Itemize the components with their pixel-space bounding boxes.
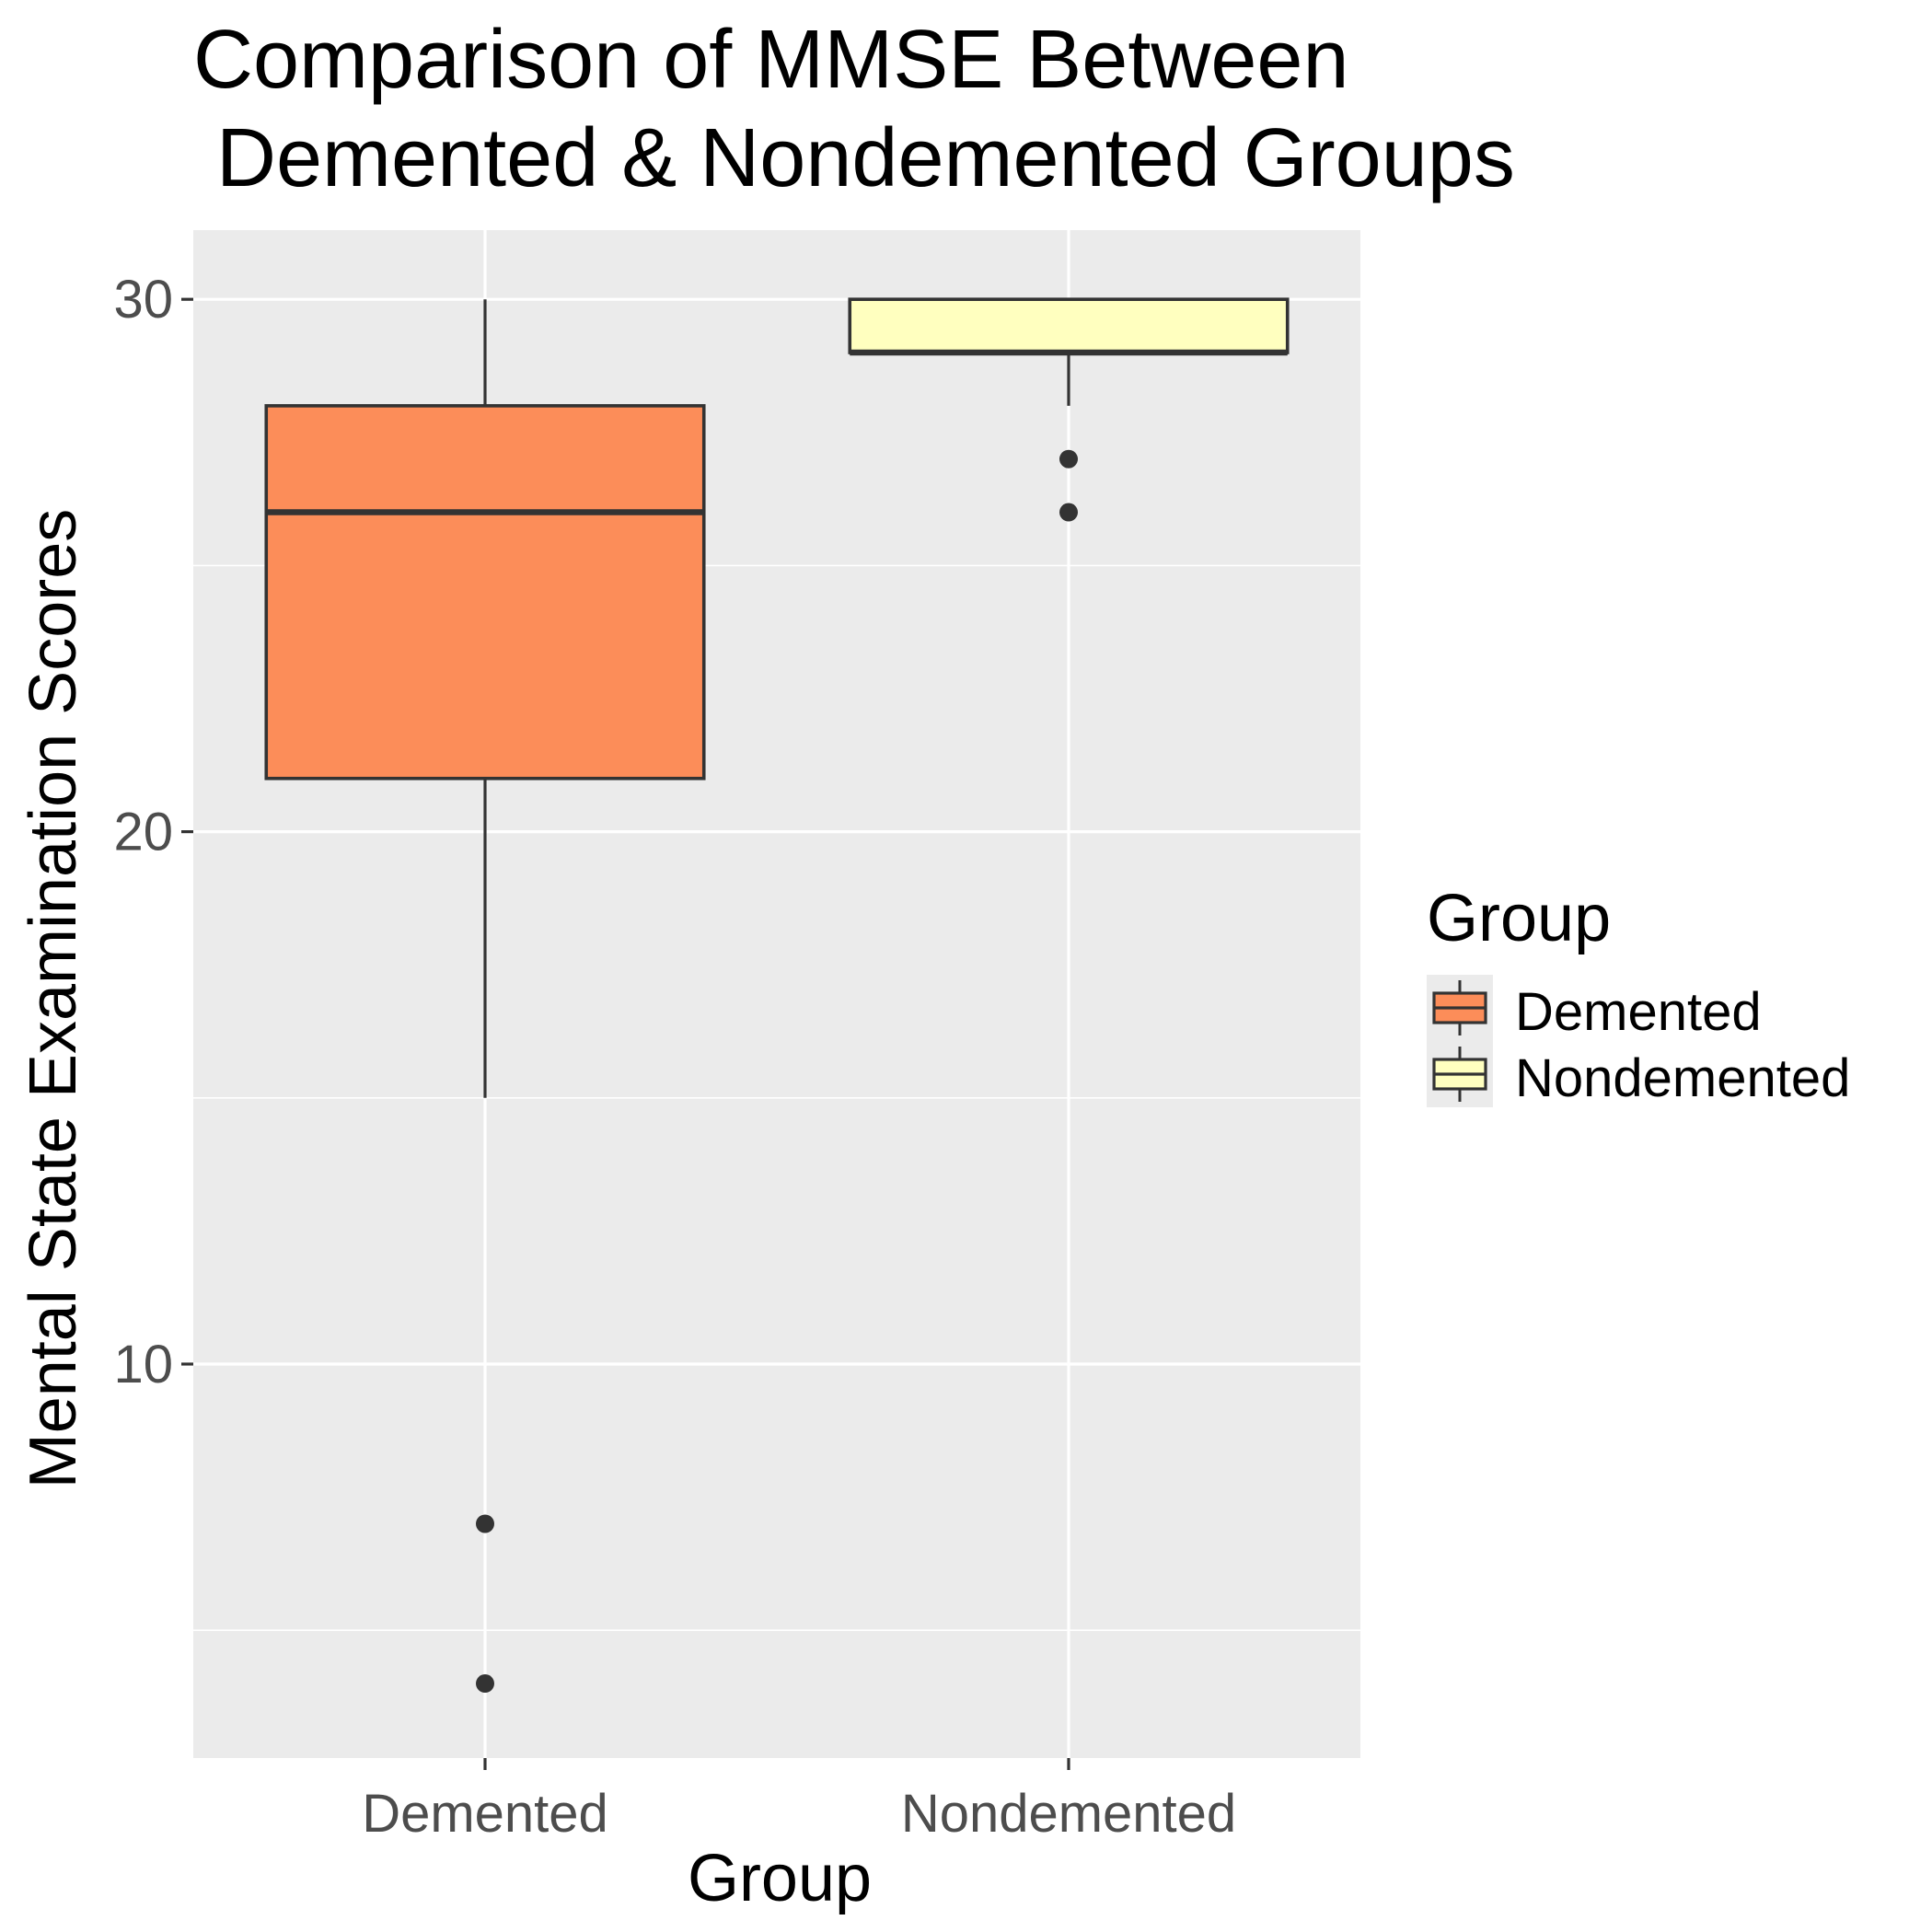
legend-label-nondemented: Nondemented (1515, 1048, 1850, 1108)
legend-label-demented: Demented (1515, 982, 1762, 1042)
y-axis-title: Mental State Examination Scores (17, 509, 90, 1489)
outlier-point-demented-1 (476, 1514, 494, 1533)
outlier-point-demented-2 (476, 1674, 494, 1694)
outlier-point-nondemented-1 (1059, 449, 1078, 469)
y-tick-label-10: 10 (113, 1335, 173, 1394)
box-nondemented (848, 297, 1290, 354)
x-tick-label-nondemented: Nondemented (901, 1784, 1236, 1844)
chart-title-line-2: Demented & Nondemented Groups (193, 112, 1515, 204)
legend: Group Demented Nondemented (1427, 882, 1850, 1108)
y-tick-label-30: 30 (113, 270, 173, 330)
legend-title: Group (1427, 882, 1611, 955)
y-tick-label-20: 20 (113, 803, 173, 862)
box-group-demented (264, 299, 706, 1694)
plot-area: 10 20 30 Demented Nondemented (113, 230, 1360, 1844)
x-tick-label-demented: Demented (362, 1784, 608, 1844)
chart-title-line-1: Comparison of MMSE Between (193, 14, 1349, 106)
box-group-nondemented (848, 297, 1290, 522)
outlier-point-nondemented-2 (1059, 503, 1078, 522)
x-axis-title: Group (688, 1842, 872, 1915)
box-demented (264, 404, 706, 781)
